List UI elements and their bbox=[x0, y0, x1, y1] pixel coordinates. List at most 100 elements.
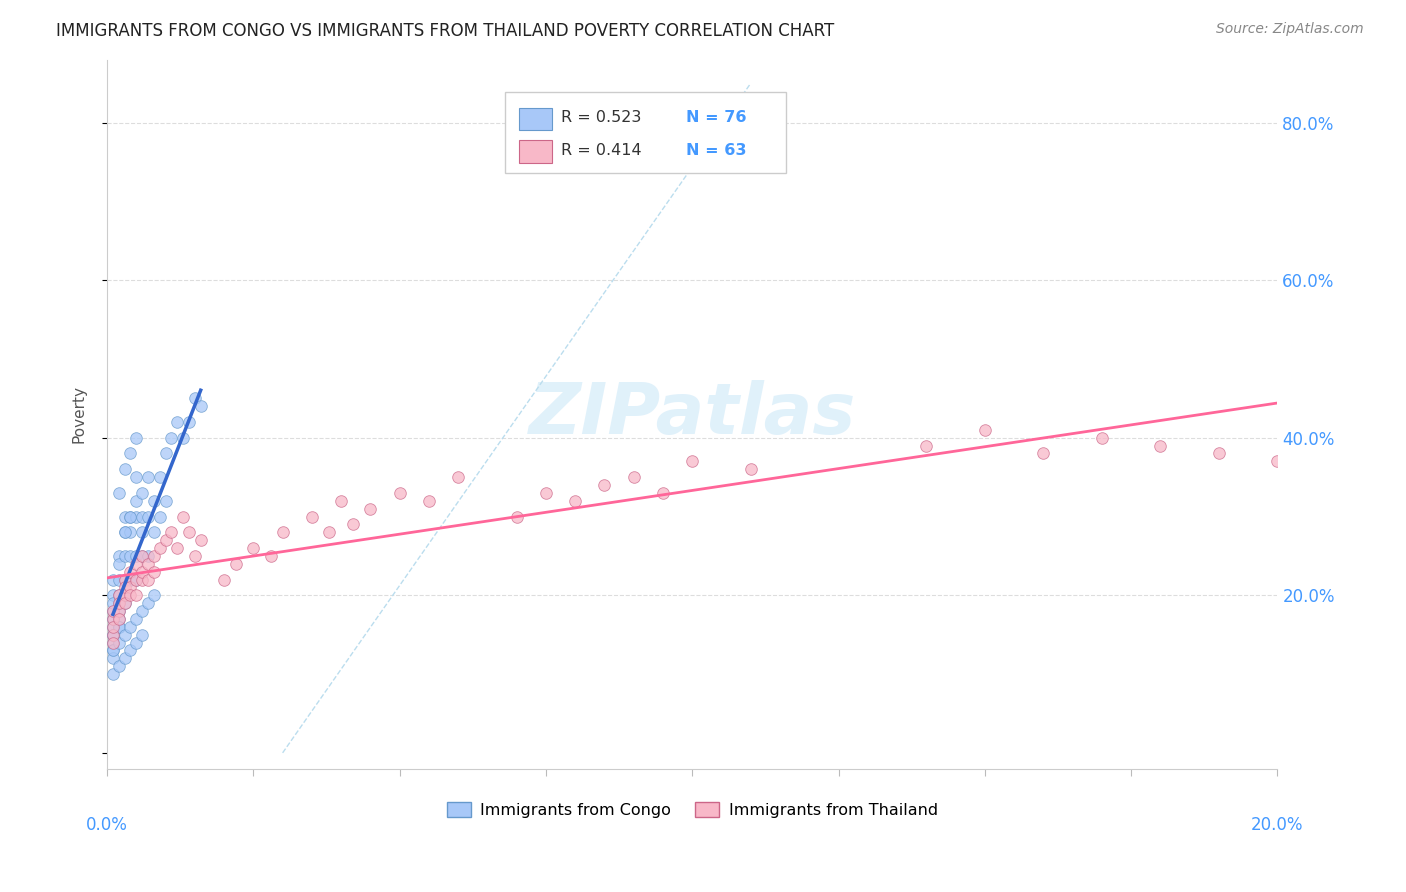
Point bbox=[120, 620, 142, 634]
Point bbox=[131, 549, 153, 563]
Point bbox=[131, 509, 153, 524]
Point bbox=[125, 588, 148, 602]
Point bbox=[136, 557, 159, 571]
Point bbox=[107, 612, 129, 626]
Point bbox=[166, 415, 188, 429]
Text: 0.0%: 0.0% bbox=[86, 816, 128, 834]
Point bbox=[915, 439, 938, 453]
Point bbox=[107, 620, 129, 634]
Point bbox=[125, 509, 148, 524]
Text: Source: ZipAtlas.com: Source: ZipAtlas.com bbox=[1216, 22, 1364, 37]
Point bbox=[136, 509, 159, 524]
Y-axis label: Poverty: Poverty bbox=[72, 385, 86, 443]
Point bbox=[101, 635, 124, 649]
Point bbox=[652, 486, 675, 500]
Point bbox=[301, 509, 323, 524]
Point bbox=[125, 573, 148, 587]
Point bbox=[142, 525, 165, 540]
Point bbox=[242, 541, 264, 555]
Point bbox=[447, 470, 470, 484]
Point bbox=[142, 493, 165, 508]
Point bbox=[101, 612, 124, 626]
Point bbox=[184, 549, 207, 563]
Point bbox=[107, 596, 129, 610]
Text: N = 63: N = 63 bbox=[686, 143, 747, 158]
Point bbox=[142, 549, 165, 563]
Point bbox=[623, 470, 645, 484]
Point bbox=[125, 470, 148, 484]
Point bbox=[120, 509, 142, 524]
Point bbox=[107, 486, 129, 500]
Point bbox=[114, 573, 136, 587]
Point bbox=[101, 643, 124, 657]
Point bbox=[155, 533, 177, 548]
Point bbox=[388, 486, 411, 500]
Point bbox=[114, 549, 136, 563]
Point bbox=[260, 549, 283, 563]
Point bbox=[172, 431, 194, 445]
Point bbox=[131, 573, 153, 587]
Point bbox=[1032, 446, 1054, 460]
Point bbox=[131, 549, 153, 563]
Point bbox=[101, 667, 124, 681]
Point bbox=[120, 565, 142, 579]
Point bbox=[107, 604, 129, 618]
Point bbox=[107, 557, 129, 571]
Point bbox=[1149, 439, 1171, 453]
Point bbox=[131, 604, 153, 618]
Point bbox=[1091, 431, 1114, 445]
Point bbox=[114, 573, 136, 587]
Point bbox=[155, 446, 177, 460]
Point bbox=[160, 431, 183, 445]
Point bbox=[359, 501, 381, 516]
Point bbox=[142, 588, 165, 602]
FancyBboxPatch shape bbox=[505, 92, 786, 173]
Point bbox=[177, 415, 200, 429]
Point bbox=[114, 596, 136, 610]
Point bbox=[131, 628, 153, 642]
Point bbox=[160, 525, 183, 540]
Point bbox=[107, 573, 129, 587]
Point bbox=[681, 454, 703, 468]
Bar bbox=[519, 140, 551, 163]
Point bbox=[973, 423, 995, 437]
Point bbox=[114, 525, 136, 540]
Point bbox=[107, 612, 129, 626]
Point bbox=[155, 493, 177, 508]
Point bbox=[125, 431, 148, 445]
Point bbox=[125, 573, 148, 587]
Point bbox=[101, 588, 124, 602]
Point bbox=[225, 557, 247, 571]
Point bbox=[125, 493, 148, 508]
Point bbox=[166, 541, 188, 555]
Point bbox=[149, 541, 172, 555]
Point bbox=[131, 525, 153, 540]
Point bbox=[101, 651, 124, 665]
Point bbox=[149, 509, 172, 524]
Point bbox=[1208, 446, 1230, 460]
Point bbox=[142, 565, 165, 579]
Point bbox=[172, 509, 194, 524]
Point bbox=[120, 573, 142, 587]
Point bbox=[131, 486, 153, 500]
Point bbox=[120, 588, 142, 602]
Point bbox=[593, 478, 616, 492]
Point bbox=[318, 525, 340, 540]
Point bbox=[534, 486, 557, 500]
Point bbox=[120, 549, 142, 563]
Point bbox=[107, 635, 129, 649]
Point bbox=[101, 604, 124, 618]
Point bbox=[107, 659, 129, 673]
Point bbox=[114, 628, 136, 642]
Point bbox=[190, 533, 212, 548]
Point bbox=[125, 635, 148, 649]
Point bbox=[114, 596, 136, 610]
Point bbox=[114, 651, 136, 665]
Point bbox=[107, 588, 129, 602]
Point bbox=[149, 470, 172, 484]
Point bbox=[107, 588, 129, 602]
Point bbox=[114, 588, 136, 602]
Point bbox=[740, 462, 762, 476]
Point bbox=[101, 643, 124, 657]
Point bbox=[120, 509, 142, 524]
